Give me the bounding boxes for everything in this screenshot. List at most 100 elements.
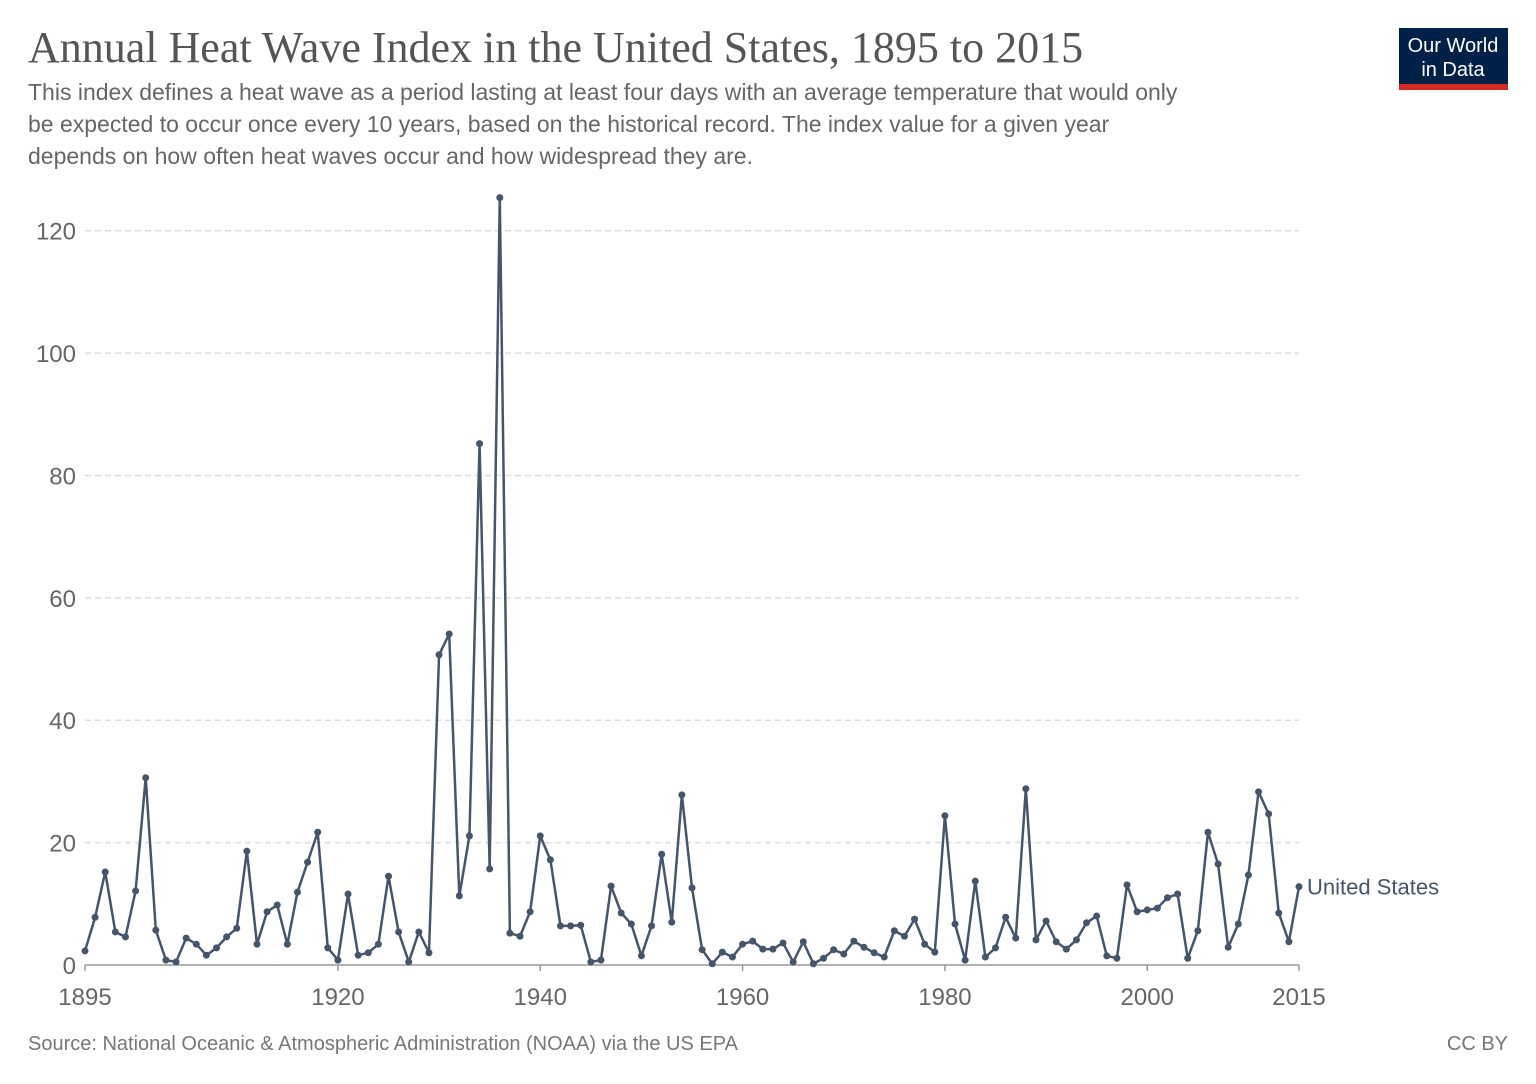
point xyxy=(658,850,666,858)
point xyxy=(627,920,635,928)
point xyxy=(162,956,170,964)
point xyxy=(202,951,210,959)
point xyxy=(820,954,828,962)
point xyxy=(1062,945,1070,953)
point xyxy=(344,890,352,898)
logo-bar xyxy=(1399,84,1508,90)
y-tick-label: 20 xyxy=(49,831,76,858)
point xyxy=(334,956,342,964)
point xyxy=(708,960,716,968)
point xyxy=(415,928,423,936)
point xyxy=(324,944,332,952)
point xyxy=(992,944,999,952)
point xyxy=(182,934,190,942)
point xyxy=(293,888,301,896)
point xyxy=(455,892,463,900)
point xyxy=(385,872,392,880)
point xyxy=(779,939,787,947)
point xyxy=(213,944,221,952)
point xyxy=(1052,938,1060,946)
point xyxy=(496,194,504,202)
point xyxy=(951,920,959,928)
point xyxy=(1174,890,1182,898)
point xyxy=(526,908,534,916)
point xyxy=(506,929,514,937)
point xyxy=(1113,954,1121,962)
point xyxy=(536,832,544,840)
point xyxy=(1275,909,1283,917)
point xyxy=(931,948,939,956)
point xyxy=(577,921,585,929)
point xyxy=(799,938,807,946)
point xyxy=(476,440,484,448)
point xyxy=(1032,936,1040,944)
y-tick-label: 0 xyxy=(63,953,76,980)
x-tick-label: 1895 xyxy=(58,984,111,1011)
point xyxy=(283,940,291,948)
point xyxy=(921,940,929,948)
point xyxy=(132,887,140,895)
point xyxy=(546,856,554,864)
point xyxy=(961,956,969,964)
point xyxy=(860,943,868,951)
point xyxy=(1224,943,1232,951)
point xyxy=(465,832,473,840)
chart-title: Annual Heat Wave Index in the United Sta… xyxy=(28,23,1083,72)
point xyxy=(354,951,362,959)
point xyxy=(273,901,281,909)
y-tick-label: 60 xyxy=(49,586,76,613)
point xyxy=(121,933,129,941)
point xyxy=(152,926,160,934)
point xyxy=(81,947,89,955)
x-tick-label: 1980 xyxy=(918,984,971,1011)
point xyxy=(880,953,888,961)
point xyxy=(1133,908,1141,916)
point xyxy=(1143,906,1151,914)
point xyxy=(739,940,747,948)
point xyxy=(435,651,443,659)
point xyxy=(870,949,878,957)
point xyxy=(749,937,757,945)
point xyxy=(567,922,575,930)
point xyxy=(556,922,564,930)
point xyxy=(243,847,251,855)
point xyxy=(971,877,979,885)
point xyxy=(830,946,838,954)
logo-box xyxy=(1399,28,1508,84)
point xyxy=(617,909,625,917)
point xyxy=(1153,904,1161,912)
point xyxy=(941,812,949,820)
point xyxy=(91,913,99,921)
x-tick-label: 2015 xyxy=(1272,984,1325,1011)
point xyxy=(890,927,898,935)
point xyxy=(1072,936,1080,944)
point xyxy=(1103,952,1111,960)
point xyxy=(718,948,726,956)
point xyxy=(607,882,615,890)
point xyxy=(698,946,706,954)
point xyxy=(688,884,696,892)
point xyxy=(1194,927,1202,935)
subtitle: be expected to occur once every 10 years… xyxy=(28,111,1110,137)
y-tick-label: 120 xyxy=(36,219,76,246)
point xyxy=(850,937,858,945)
point xyxy=(192,940,200,948)
point xyxy=(668,918,676,926)
subtitle: This index defines a heat wave as a peri… xyxy=(28,79,1178,105)
y-tick-label: 80 xyxy=(49,463,76,490)
point xyxy=(445,630,453,638)
point xyxy=(425,949,433,957)
point xyxy=(1022,785,1030,793)
point xyxy=(101,868,109,876)
point xyxy=(911,915,919,923)
point xyxy=(253,940,261,948)
point xyxy=(1042,917,1050,925)
point xyxy=(1002,913,1010,921)
point xyxy=(1234,920,1242,928)
point xyxy=(759,945,767,953)
point xyxy=(1285,938,1293,946)
y-tick-label: 40 xyxy=(49,708,76,735)
license: CC BY xyxy=(1447,1033,1508,1055)
